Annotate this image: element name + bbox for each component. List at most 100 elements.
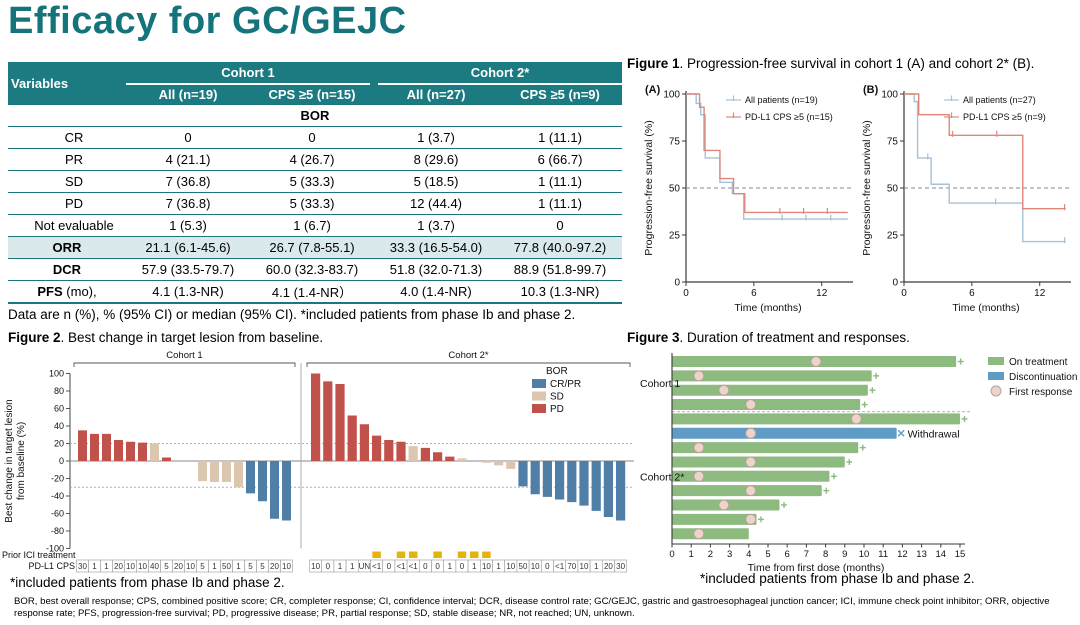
cps-value: 30 (78, 562, 87, 571)
waterfall-bar (114, 440, 123, 461)
x-tick-label: 6 (969, 288, 975, 299)
cps-value: 5 (248, 562, 253, 571)
swimmer-bar (672, 413, 960, 425)
x-tick-label: 9 (842, 549, 847, 560)
table-row: PR 4 (21.1) 4 (26.7) 8 (29.6) 6 (66.7) (8, 148, 622, 171)
waterfall-bar (384, 440, 394, 461)
x-tick-label: 3 (727, 549, 732, 560)
waterfall-bar (494, 461, 504, 466)
table-cell: 1 (5.3) (126, 214, 250, 237)
table-row-label: SD (8, 170, 126, 193)
figure2-caption: . Best change in target lesion from base… (60, 330, 324, 345)
cohort-bracket (306, 362, 631, 367)
table-subheader: CPS ≥5 (n=15) (250, 84, 374, 105)
legend-swatch (988, 372, 1004, 380)
x-tick-label: 10 (859, 549, 870, 560)
waterfall-bar (408, 446, 418, 461)
cps-value: 70 (567, 562, 576, 571)
y-tick-label: 40 (54, 421, 64, 431)
efficacy-table: Variables Cohort 1 Cohort 2* All (n=19) CPS … (8, 62, 622, 304)
y-tick-label: 75 (887, 137, 899, 148)
efficacy-table-container: Variables Cohort 1 Cohort 2* All (n=19) CPS … (8, 62, 622, 322)
cps-value: 10 (138, 562, 147, 571)
table-row-label: DCR (8, 258, 126, 281)
table-subheader: CPS ≥5 (n=9) (498, 84, 622, 105)
swimmer-bar (672, 528, 749, 540)
waterfall-bar (567, 461, 577, 503)
legend-label: PD-L1 CPS ≥5 (n=15) (745, 112, 833, 122)
cps-value: 1 (236, 562, 241, 571)
cps-value: 20 (114, 562, 123, 571)
swimmer-bar (672, 470, 830, 482)
x-tick-label: 12 (1034, 288, 1046, 299)
table-row: SD 7 (36.8) 5 (33.3) 5 (18.5) 1 (11.1) (8, 170, 622, 193)
y-tick-label: 0 (892, 278, 898, 289)
panel-label: (A) (645, 84, 661, 96)
cps-value: 1 (212, 562, 217, 571)
y-tick-label: -100 (46, 544, 64, 554)
waterfall-bar (78, 430, 87, 461)
figure1-caption: . Progression-free survival in cohort 1 … (679, 56, 1035, 71)
y-tick-label: 60 (54, 404, 64, 414)
legend-label: All patients (n=27) (963, 95, 1036, 105)
cps-cell (280, 559, 293, 573)
first-response-marker (693, 528, 705, 540)
cps-value: <1 (372, 562, 382, 571)
cps-value: 0 (387, 562, 392, 571)
first-response-marker (810, 356, 822, 367)
cps-value: 40 (150, 562, 159, 571)
table-cell: 21.1 (6.1-45.6) (126, 236, 250, 259)
km-curve (904, 93, 1066, 243)
cps-value: 1 (448, 562, 453, 571)
waterfall-bar (372, 435, 382, 461)
cohort-label: Cohort 2* (448, 350, 488, 361)
first-response-marker (745, 399, 757, 411)
table-cell: 0 (250, 126, 374, 149)
legend-label: SD (550, 392, 564, 403)
table-row-label: BOR (8, 104, 622, 127)
y-tick-label: 0 (59, 456, 64, 466)
figure2-label: Figure 2 (8, 330, 61, 345)
x-tick-label: 8 (823, 549, 828, 560)
table-cell: 10.3 (1.3-NR) (498, 280, 622, 304)
cps-value: 10 (580, 562, 589, 571)
table-subheader: All (n=19) (126, 84, 250, 105)
table-cell: 5 (33.3) (250, 170, 374, 193)
cps-value: 1 (338, 562, 343, 571)
first-response-marker (745, 427, 757, 439)
first-response-marker (745, 513, 757, 525)
legend-label: All patients (n=19) (745, 95, 818, 105)
waterfall-bar (396, 441, 406, 461)
waterfall-bar (222, 461, 231, 482)
cps-value: 0 (423, 562, 428, 571)
cps-value: 5 (164, 562, 169, 571)
swimmer-bar (672, 370, 872, 382)
legend-label: CR/PR (550, 379, 581, 390)
cps-value: 10 (282, 562, 291, 571)
table-cell: 1 (3.7) (374, 126, 498, 149)
table-cell: 7 (36.8) (126, 170, 250, 193)
cps-value: 0 (545, 562, 550, 571)
table-cell: 1 (6.7) (250, 214, 374, 237)
table-cell: 7 (36.8) (126, 192, 250, 215)
table-row: Not evaluable 1 (5.3) 1 (6.7) 1 (3.7) 0 (8, 214, 622, 237)
table-cell: 1 (11.1) (498, 192, 622, 215)
page-title: Efficacy for GC/GEJC (8, 0, 407, 42)
x-axis-title: Time from first dose (months) (748, 562, 885, 574)
cps-value: 10 (482, 562, 491, 571)
x-tick-label: 12 (897, 549, 908, 560)
table-header-cohort: Cohort 2* (370, 62, 622, 85)
cps-value: 50 (519, 562, 528, 571)
cps-value: 1 (496, 562, 501, 571)
abbreviations-footnote: BOR, best overall response; CPS, combine… (14, 596, 1050, 620)
cps-row-label: PD-L1 CPS (28, 561, 75, 571)
first-response-marker (745, 456, 757, 468)
y-tick-label: 100 (663, 90, 680, 101)
x-tick-label: 14 (936, 549, 947, 560)
km-plot-cohort2: 0 25 50 75 100 0 6 12 All patients (n=27) PD-L1 C… (861, 84, 1072, 314)
waterfall-bar (234, 461, 243, 488)
x-tick-label: 7 (804, 549, 809, 560)
waterfall-bar (347, 415, 357, 461)
table-cell: 77.8 (40.0-97.2) (498, 236, 622, 259)
